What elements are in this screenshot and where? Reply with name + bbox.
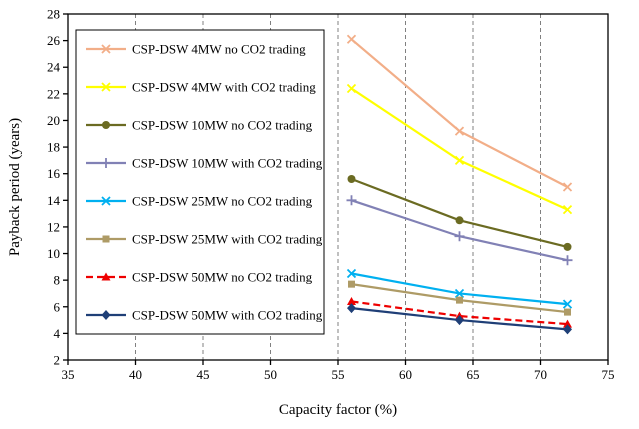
data-point-marker <box>101 158 111 168</box>
legend-label: CSP-DSW 50MW no CO2 trading <box>132 270 313 285</box>
x-tick-label: 35 <box>62 367 75 382</box>
data-point-marker <box>562 204 573 215</box>
data-point-marker <box>346 195 357 206</box>
data-point-marker <box>101 272 111 281</box>
series-7 <box>347 303 572 335</box>
x-tick-label: 45 <box>197 367 210 382</box>
axes: 35 40 45 50 55 60 65 70 752468101214161820222426… <box>47 7 615 383</box>
legend-label: CSP-DSW 10MW no CO2 trading <box>132 118 313 133</box>
legend-label: CSP-DSW 25MW with CO2 trading <box>132 232 323 247</box>
series-3 <box>346 195 573 266</box>
data-point-marker <box>563 242 572 251</box>
x-axis-label: Capacity factor (%) <box>279 402 397 418</box>
y-tick-label: 20 <box>47 113 60 128</box>
x-tick-label: 70 <box>534 367 547 382</box>
legend-item-0: CSP-DSW 4MW no CO2 trading <box>86 42 306 57</box>
x-tick-label: 40 <box>129 367 142 382</box>
series-0 <box>346 34 573 192</box>
data-point-marker <box>564 308 571 316</box>
data-point-marker <box>102 121 110 129</box>
legend-item-3: CSP-DSW 10MW with CO2 trading <box>86 156 323 171</box>
series-5 <box>348 280 571 316</box>
y-tick-label: 24 <box>47 60 61 75</box>
y-tick-label: 2 <box>54 353 61 368</box>
legend-item-4: CSP-DSW 25MW no CO2 trading <box>86 194 313 209</box>
y-tick-label: 12 <box>47 219 60 234</box>
legend-label: CSP-DSW 25MW no CO2 trading <box>132 194 313 209</box>
series-2 <box>347 175 572 251</box>
data-point-marker <box>346 34 357 44</box>
data-point-marker <box>456 296 463 304</box>
series-line <box>351 199 568 262</box>
legend-item-7: CSP-DSW 50MW with CO2 trading <box>86 308 323 323</box>
data-series <box>346 34 573 335</box>
series-1 <box>346 83 573 215</box>
legend-label: CSP-DSW 10MW with CO2 trading <box>132 156 323 171</box>
data-point-marker <box>455 216 464 225</box>
y-tick-label: 8 <box>54 273 61 288</box>
data-point-marker <box>346 83 357 94</box>
legend-box <box>75 29 325 335</box>
legend-label: CSP-DSW 50MW with CO2 trading <box>132 308 323 323</box>
data-point-marker <box>562 299 573 309</box>
legend-item-6: CSP-DSW 50MW no CO2 trading <box>86 270 313 285</box>
data-point-marker <box>347 296 356 305</box>
data-point-marker <box>454 231 465 242</box>
y-tick-label: 6 <box>54 299 61 314</box>
data-point-marker <box>454 155 465 166</box>
data-point-marker <box>562 255 573 266</box>
data-point-marker <box>101 196 111 206</box>
y-tick-label: 26 <box>47 33 61 48</box>
data-point-marker <box>347 175 356 184</box>
series-4 <box>346 268 573 309</box>
y-tick-label: 18 <box>47 140 60 155</box>
data-point-marker <box>348 280 355 288</box>
y-tick-label: 22 <box>47 86 60 101</box>
y-tick-label: 10 <box>47 246 60 261</box>
data-point-marker <box>346 268 357 279</box>
x-tick-label: 55 <box>332 367 345 382</box>
data-point-marker <box>454 288 465 299</box>
data-point-marker <box>101 310 111 320</box>
legend: CSP-DSW 4MW no CO2 trading CSP-DSW 4MW wi… <box>75 29 325 335</box>
legend-item-1: CSP-DSW 4MW with CO2 trading <box>86 80 316 95</box>
data-point-marker <box>347 303 356 314</box>
series-line <box>350 38 569 188</box>
data-point-marker <box>102 235 110 243</box>
x-tick-label: 75 <box>602 367 615 382</box>
y-tick-label: 4 <box>54 326 61 341</box>
x-tick-label: 50 <box>264 367 277 382</box>
x-tick-label: 60 <box>399 367 412 382</box>
legend-label: CSP-DSW 4MW with CO2 trading <box>132 80 316 95</box>
y-axis-label: Payback period (years) <box>7 118 23 256</box>
data-point-marker <box>563 324 572 335</box>
data-point-marker <box>101 82 111 92</box>
data-point-marker <box>101 44 111 54</box>
legend-label: CSP-DSW 4MW no CO2 trading <box>132 42 306 57</box>
legend-item-2: CSP-DSW 10MW no CO2 trading <box>86 118 313 133</box>
data-point-marker <box>455 315 464 326</box>
data-point-marker <box>562 182 573 192</box>
y-tick-label: 16 <box>47 166 61 181</box>
data-point-marker <box>563 319 572 328</box>
legend-item-5: CSP-DSW 25MW with CO2 trading <box>86 232 323 247</box>
data-point-marker <box>454 126 465 136</box>
x-tick-label: 65 <box>467 367 480 382</box>
y-tick-label: 14 <box>47 193 61 208</box>
y-tick-label: 28 <box>47 7 60 22</box>
series-line <box>351 300 568 326</box>
